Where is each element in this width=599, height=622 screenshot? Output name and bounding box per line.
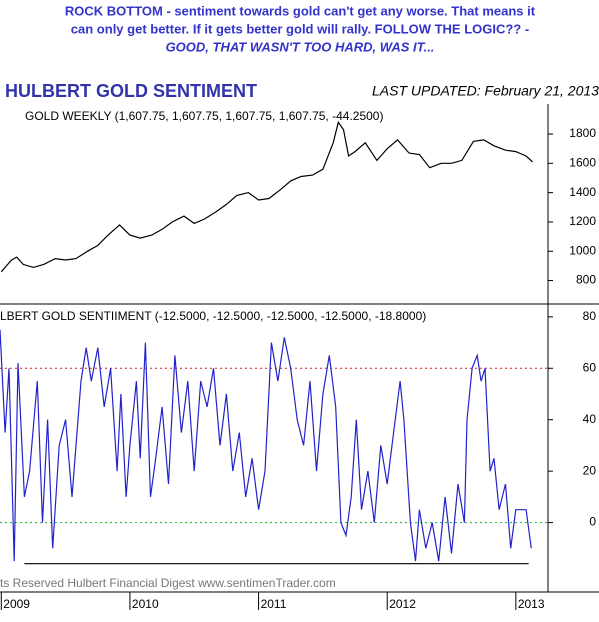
- y-tick-label: 20: [583, 463, 597, 477]
- note-line: can only get better. If it gets better g…: [71, 21, 529, 36]
- x-tick-label: 2009: [3, 597, 30, 611]
- series-line: [0, 329, 532, 562]
- footer: ts Reserved Hulbert Financial Digest www…: [0, 576, 336, 590]
- y-tick-label: 1000: [569, 243, 596, 257]
- note-line: ROCK BOTTOM - sentiment towards gold can…: [65, 3, 536, 18]
- y-tick-label: 40: [583, 412, 597, 426]
- series-line: [0, 120, 534, 273]
- y-tick-label: 1600: [569, 156, 596, 170]
- y-tick-label: 1200: [569, 214, 596, 228]
- x-tick-label: 2013: [518, 597, 545, 611]
- legend-entry: LBERT GOLD SENTIIMENT (-12.5000, -12.500…: [0, 309, 426, 323]
- updated: LAST UPDATED: February 21, 2013: [372, 83, 599, 99]
- x-tick-label: 2010: [132, 597, 159, 611]
- x-tick-label: 2011: [261, 597, 287, 611]
- y-tick-label: 1800: [569, 126, 596, 140]
- y-tick-label: 60: [583, 360, 597, 374]
- chart-title: HULBERT GOLD SENTIMENT: [5, 81, 257, 101]
- y-tick-label: 80: [583, 309, 597, 323]
- note-line: GOOD, THAT WASN'T TOO HARD, WAS IT...: [166, 39, 435, 54]
- x-tick-label: 2012: [389, 597, 416, 611]
- y-tick-label: 1400: [569, 185, 596, 199]
- y-tick-label: 0: [589, 515, 596, 529]
- legend-entry: GOLD WEEKLY (1,607.75, 1,607.75, 1,607.7…: [25, 109, 383, 123]
- y-tick-label: 800: [576, 273, 596, 287]
